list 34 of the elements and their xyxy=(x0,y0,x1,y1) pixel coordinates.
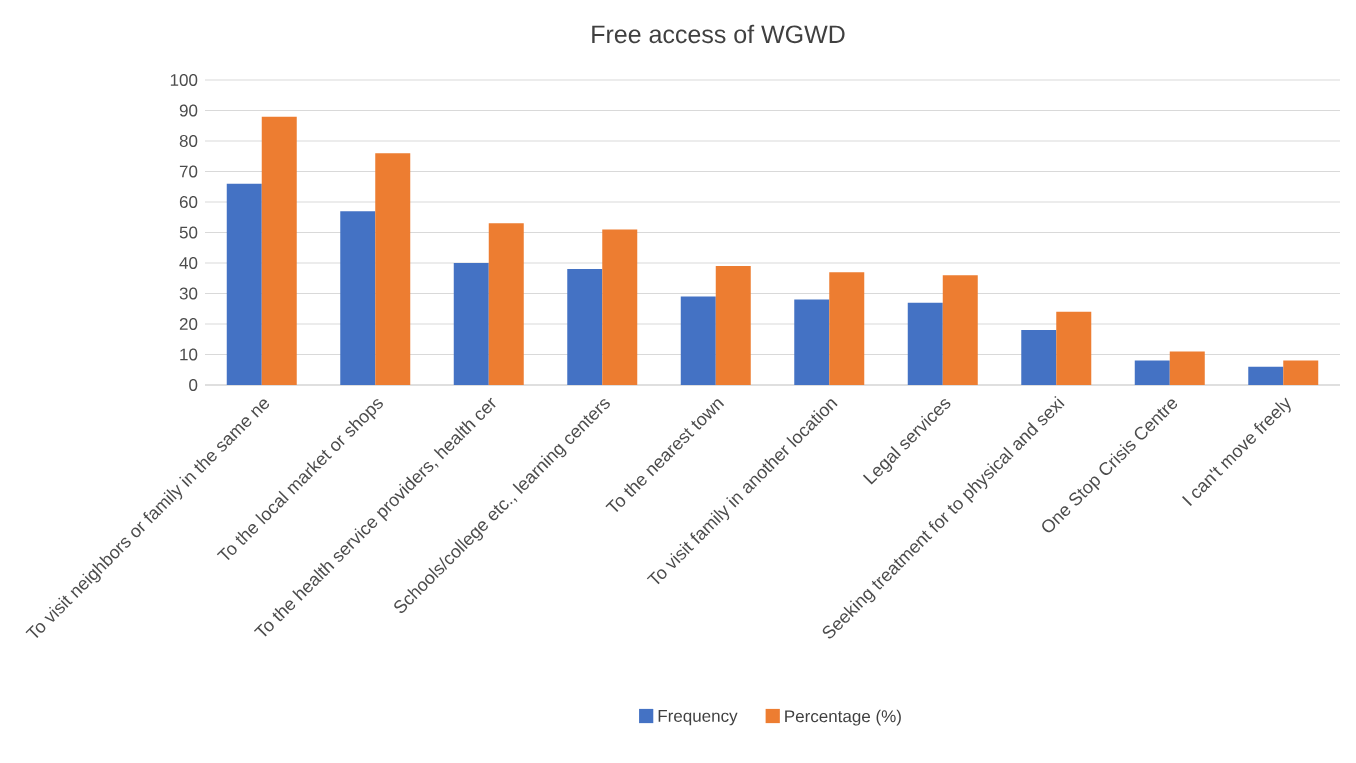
bar xyxy=(942,275,978,385)
y-tick-label: 100 xyxy=(170,73,198,86)
bar xyxy=(715,266,751,385)
y-tick-label: 80 xyxy=(179,134,198,147)
y-tick-label: 50 xyxy=(179,226,198,239)
bar xyxy=(340,211,376,385)
y-tick-label: 20 xyxy=(179,317,198,330)
y-tick-label: 30 xyxy=(179,287,198,300)
y-tick-label: 70 xyxy=(179,165,198,178)
bar xyxy=(261,116,297,385)
chart-title: Free access of WGWD xyxy=(592,24,845,44)
bar xyxy=(567,269,603,385)
legend-label: Frequency xyxy=(658,710,738,726)
bar xyxy=(794,299,830,385)
y-tick-label: 40 xyxy=(179,256,198,269)
y-tick-label: 10 xyxy=(180,348,198,361)
bar xyxy=(602,229,638,385)
bar xyxy=(680,296,716,385)
bar xyxy=(226,183,262,385)
bar xyxy=(375,153,411,385)
legend-label: Percentage (%) xyxy=(785,709,901,726)
y-tick-label: 90 xyxy=(179,104,198,117)
bar xyxy=(829,272,865,385)
bar xyxy=(1021,330,1057,385)
y-tick-label: 0 xyxy=(189,378,198,391)
bar xyxy=(1283,360,1319,385)
bar xyxy=(488,223,524,385)
bar xyxy=(1169,351,1205,385)
bar xyxy=(1134,360,1170,385)
y-tick-label: 60 xyxy=(179,195,198,208)
bar xyxy=(907,302,943,385)
bar xyxy=(1248,366,1284,385)
bar xyxy=(1056,311,1092,385)
bar xyxy=(453,262,489,385)
